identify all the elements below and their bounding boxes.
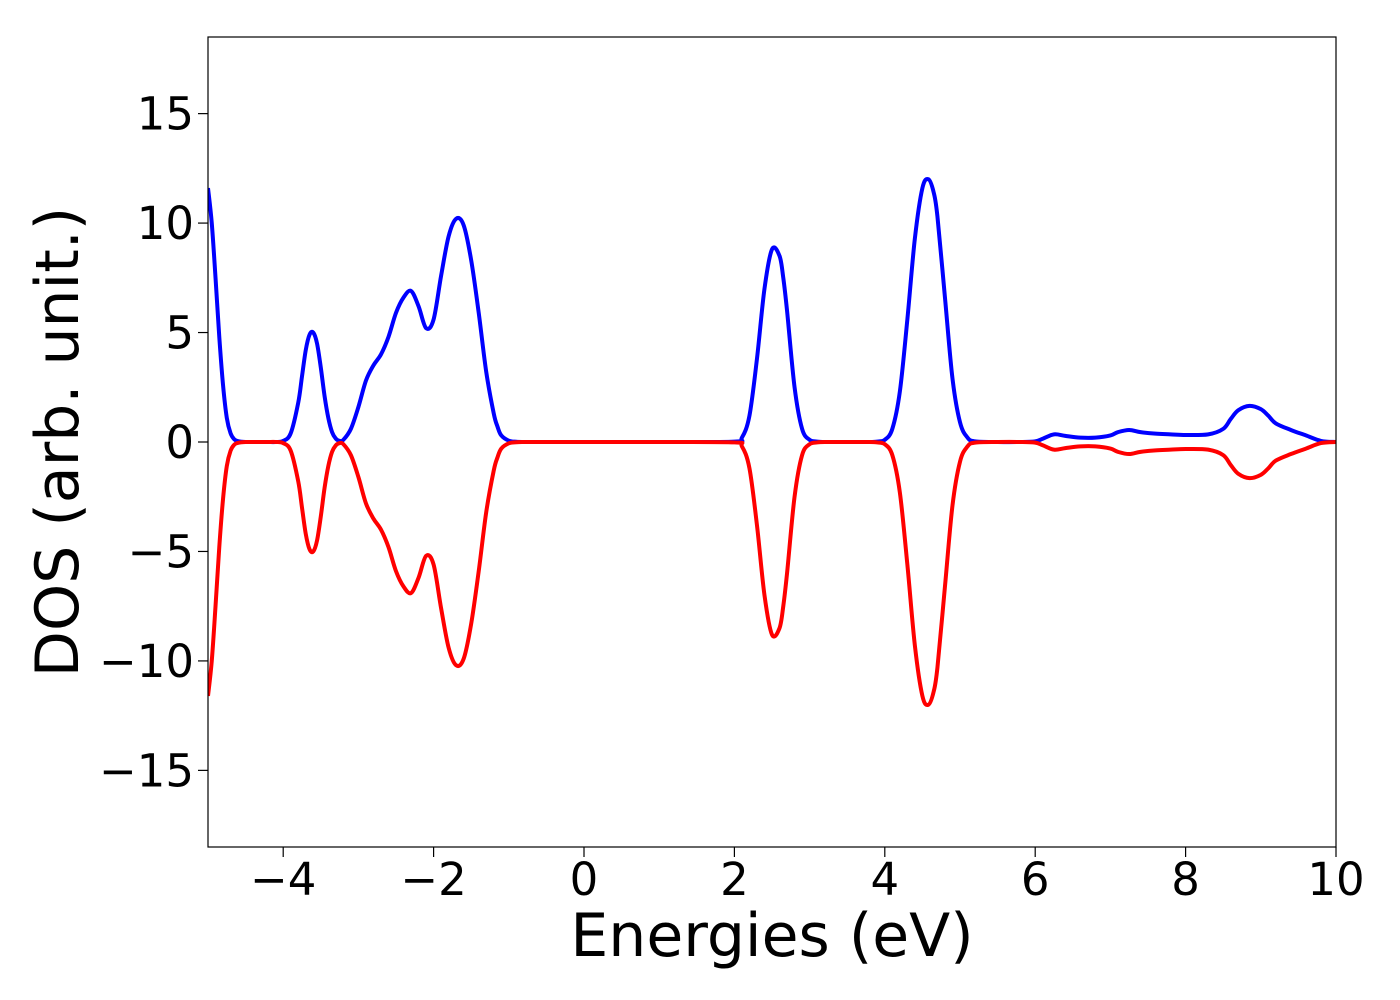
series-line-1 [208,176,1336,445]
y-tick-label: 0 [165,416,194,469]
x-tick-label: 2 [720,853,749,906]
y-tick-label: −10 [99,635,194,688]
y-tick-label: 15 [137,88,194,141]
x-tick-label: −4 [250,853,316,906]
x-tick-label: 6 [1021,853,1050,906]
series-line-2 [208,439,1336,708]
y-tick-label: −5 [128,525,194,578]
x-tick-label: 4 [870,853,899,906]
y-tick-label: 10 [137,197,194,250]
y-axis-title: DOS (arb. unit.) [23,207,93,677]
x-tick-label: −2 [400,853,466,906]
y-axis: −15 −10 −5 0 5 10 15 [99,88,208,797]
x-tick-label: 8 [1171,853,1200,906]
y-tick-label: −15 [99,744,194,797]
plot-frame [207,36,1337,848]
y-tick-label: 5 [165,307,194,360]
series-group [208,176,1336,708]
x-tick-label: 10 [1307,853,1364,906]
x-axis: −4 −2 0 2 4 6 8 10 [250,847,1365,906]
x-tick-label: 0 [570,853,599,906]
x-axis-title: Energies (eV) [570,901,973,971]
